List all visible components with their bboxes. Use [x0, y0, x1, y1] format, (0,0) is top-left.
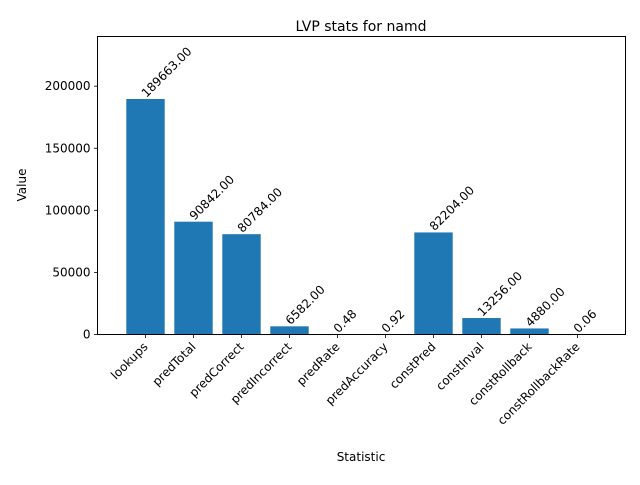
- bar-constInval: [462, 318, 500, 334]
- x-tick-label-predRate: predRate: [294, 340, 343, 389]
- x-tick-label-constPred: constPred: [387, 340, 439, 392]
- bar-predTotal: [174, 222, 212, 335]
- y-tick-label: 150000: [45, 141, 91, 155]
- y-axis-label: Value: [15, 169, 29, 202]
- data-label-predRate: 0.48: [331, 307, 360, 336]
- data-label-predAccuracy: 0.92: [379, 307, 408, 336]
- y-axis-ticks: 0 50000 100000 150000 200000: [45, 79, 98, 341]
- data-label-predIncorrect: 6582.00: [283, 282, 328, 327]
- y-tick-label: 100000: [45, 203, 91, 217]
- x-tick-label-lookups: lookups: [108, 340, 150, 382]
- data-label-constPred: 82204.00: [427, 183, 477, 233]
- bar-predIncorrect: [270, 326, 308, 334]
- bar-predCorrect: [222, 234, 260, 334]
- data-label-constInval: 13256.00: [475, 269, 525, 319]
- data-label-lookups: 189663.00: [139, 44, 195, 100]
- data-label-predCorrect: 80784.00: [235, 185, 285, 235]
- x-axis-label: Statistic: [337, 450, 386, 464]
- y-tick-label: 200000: [45, 79, 91, 93]
- bar-constRollback: [510, 328, 548, 334]
- chart-title: LVP stats for namd: [295, 19, 426, 35]
- x-tick-label-constRollbackRate: constRollbackRate: [495, 340, 583, 428]
- y-tick-label: 0: [83, 328, 91, 342]
- bar-lookups: [126, 99, 164, 334]
- y-tick-label: 50000: [52, 265, 90, 279]
- data-label-predTotal: 90842.00: [187, 172, 237, 222]
- data-label-constRollbackRate: 0.06: [571, 307, 600, 336]
- x-tick-label-predTotal: predTotal: [150, 340, 199, 389]
- data-label-constRollback: 4880.00: [523, 285, 568, 330]
- x-axis-ticks: lookupspredTotalpredCorrectpredIncorrect…: [108, 335, 582, 428]
- bar-constPred: [414, 232, 452, 334]
